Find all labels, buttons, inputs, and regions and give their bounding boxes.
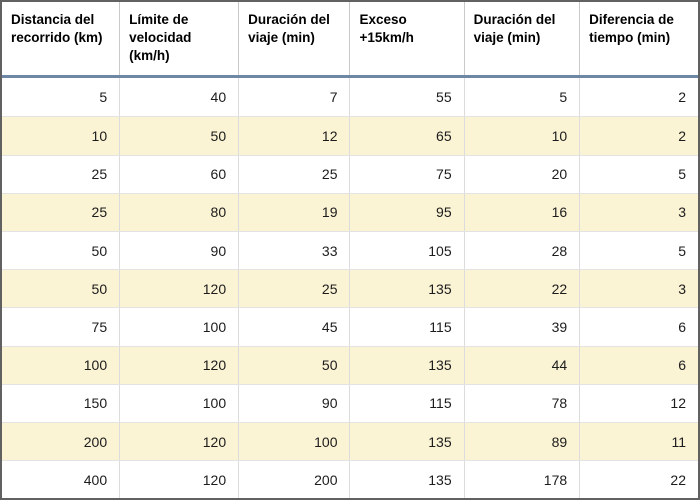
table-cell: 135 [349,269,465,309]
table-cell: 50 [119,116,240,156]
table-cell: 100 [238,422,351,462]
table-cell: 150 [2,384,121,424]
table-cell: 80 [119,193,240,233]
table-cell: 39 [464,307,581,347]
table-body: 5 40 7 55 5 2 10 50 12 65 10 2 25 60 25 75 20 5 25 80 19 95 16… [2,76,698,498]
table-cell: 90 [238,384,351,424]
table-cell: 50 [2,231,121,271]
table-cell: 400 [2,460,121,498]
table-cell: 115 [349,384,465,424]
table-cell: 22 [464,269,581,309]
table-cell: 200 [238,460,351,498]
table-cell: 78 [464,384,581,424]
table-cell: 200 [2,422,121,462]
table-cell: 5 [464,76,581,118]
table-cell: 50 [2,269,121,309]
table-row: 75 100 45 115 39 6 [2,307,698,347]
table-cell: 7 [238,76,351,118]
table-cell: 20 [464,155,581,194]
table-cell: 16 [464,193,581,233]
table-row: 25 60 25 75 20 5 [2,155,698,194]
table-cell: 5 [579,231,698,271]
header-row: Distancia del recorrido (km) Límite de ve… [2,2,698,78]
column-header: Duración del viaje (min) [238,2,351,78]
table-cell: 2 [579,116,698,156]
table-cell: 45 [238,307,351,347]
table-cell: 2 [579,76,698,118]
table-cell: 50 [238,346,351,385]
table-cell: 60 [119,155,240,194]
table-row: 5 40 7 55 5 2 [2,76,698,118]
table-cell: 105 [349,231,465,271]
table-cell: 5 [2,76,121,118]
table-cell: 10 [2,116,121,156]
table-row: 25 80 19 95 16 3 [2,193,698,233]
table-cell: 33 [238,231,351,271]
table-cell: 120 [119,269,240,309]
table-row: 100 120 50 135 44 6 [2,346,698,385]
table-cell: 89 [464,422,581,462]
table-cell: 19 [238,193,351,233]
table-cell: 44 [464,346,581,385]
table-cell: 135 [349,460,465,498]
table-cell: 25 [238,269,351,309]
column-header: Límite de velocidad (km/h) [119,2,240,78]
table-cell: 65 [349,116,465,156]
table-row: 200 120 100 135 89 11 [2,422,698,462]
table-cell: 75 [349,155,465,194]
table-cell: 90 [119,231,240,271]
table-row: 10 50 12 65 10 2 [2,116,698,156]
table-cell: 95 [349,193,465,233]
table-cell: 11 [579,422,698,462]
table-cell: 22 [579,460,698,498]
table-cell: 40 [119,76,240,118]
table-cell: 100 [119,384,240,424]
table-cell: 100 [119,307,240,347]
table-cell: 75 [2,307,121,347]
table-cell: 135 [349,346,465,385]
table-header: Distancia del recorrido (km) Límite de ve… [2,2,698,78]
table-row: 50 120 25 135 22 3 [2,269,698,309]
table-row: 400 120 200 135 178 22 [2,460,698,498]
table-cell: 6 [579,307,698,347]
table-cell: 120 [119,422,240,462]
table-row: 50 90 33 105 28 5 [2,231,698,271]
column-header: Duración del viaje (min) [464,2,581,78]
column-header: Diferencia de tiempo (min) [579,2,698,78]
table-cell: 3 [579,193,698,233]
table-cell: 55 [349,76,465,118]
table-cell: 25 [238,155,351,194]
table-cell: 6 [579,346,698,385]
table-row: 150 100 90 115 78 12 [2,384,698,424]
table-cell: 178 [464,460,581,498]
table-cell: 28 [464,231,581,271]
table-cell: 120 [119,460,240,498]
table-cell: 135 [349,422,465,462]
table-cell: 12 [238,116,351,156]
table-cell: 10 [464,116,581,156]
table-cell: 5 [579,155,698,194]
table-cell: 115 [349,307,465,347]
column-header: Exceso +15km/h [349,2,465,78]
table-cell: 100 [2,346,121,385]
table-cell: 25 [2,155,121,194]
table-cell: 3 [579,269,698,309]
table-cell: 120 [119,346,240,385]
table-cell: 12 [579,384,698,424]
table-cell: 25 [2,193,121,233]
column-header: Distancia del recorrido (km) [2,2,121,78]
